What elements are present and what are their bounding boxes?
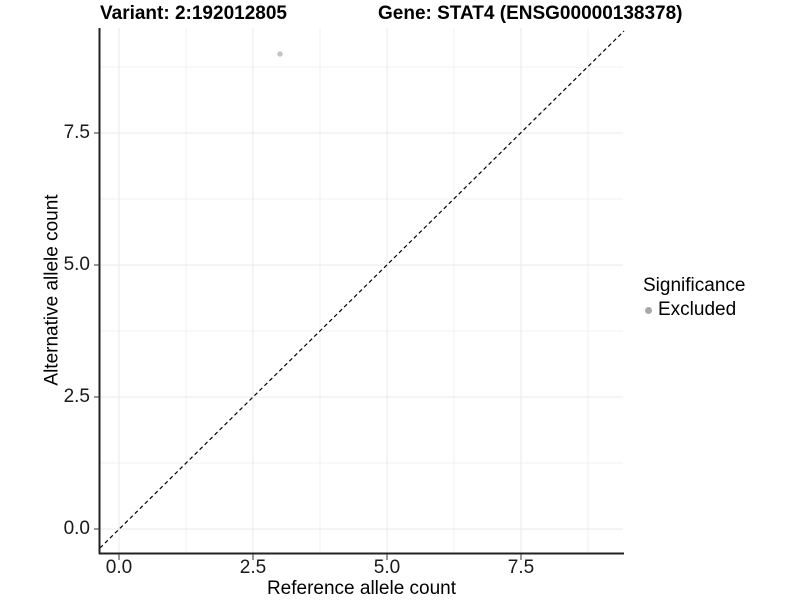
y-tick-label: 7.5 (63, 122, 90, 143)
data-point (277, 51, 283, 57)
x-tick-label: 5.0 (373, 557, 401, 578)
y-tick-label: 5.0 (63, 254, 90, 275)
major-horizontal-gridlines (100, 132, 623, 530)
major-vertical-gridlines (118, 28, 522, 553)
x-tick-label: 7.5 (507, 557, 535, 578)
minor-vertical-gridlines (185, 28, 589, 553)
legend-point-icon (645, 307, 652, 314)
y-tick-marks (94, 132, 100, 530)
legend-item-excluded: Excluded (643, 298, 745, 322)
x-tick-marks (118, 554, 522, 560)
x-axis-title: Reference allele count (266, 578, 457, 599)
minor-horizontal-gridlines (100, 66, 623, 464)
legend-title: Significance (643, 275, 746, 296)
legend: Significance Excluded (643, 274, 745, 322)
x-tick-label: 0.0 (105, 557, 133, 578)
identity-reference-line (99, 30, 625, 549)
y-axis-title: Alternative allele count (41, 194, 63, 386)
variant-title: Variant: 2:192012805 (100, 3, 287, 24)
y-tick-label: 2.5 (63, 386, 90, 407)
x-tick-label: 2.5 (239, 557, 267, 578)
y-tick-label: 0.0 (63, 518, 90, 539)
gene-title: Gene: STAT4 (ENSG00000138378) (378, 3, 683, 24)
legend-item-label: Excluded (658, 299, 737, 320)
